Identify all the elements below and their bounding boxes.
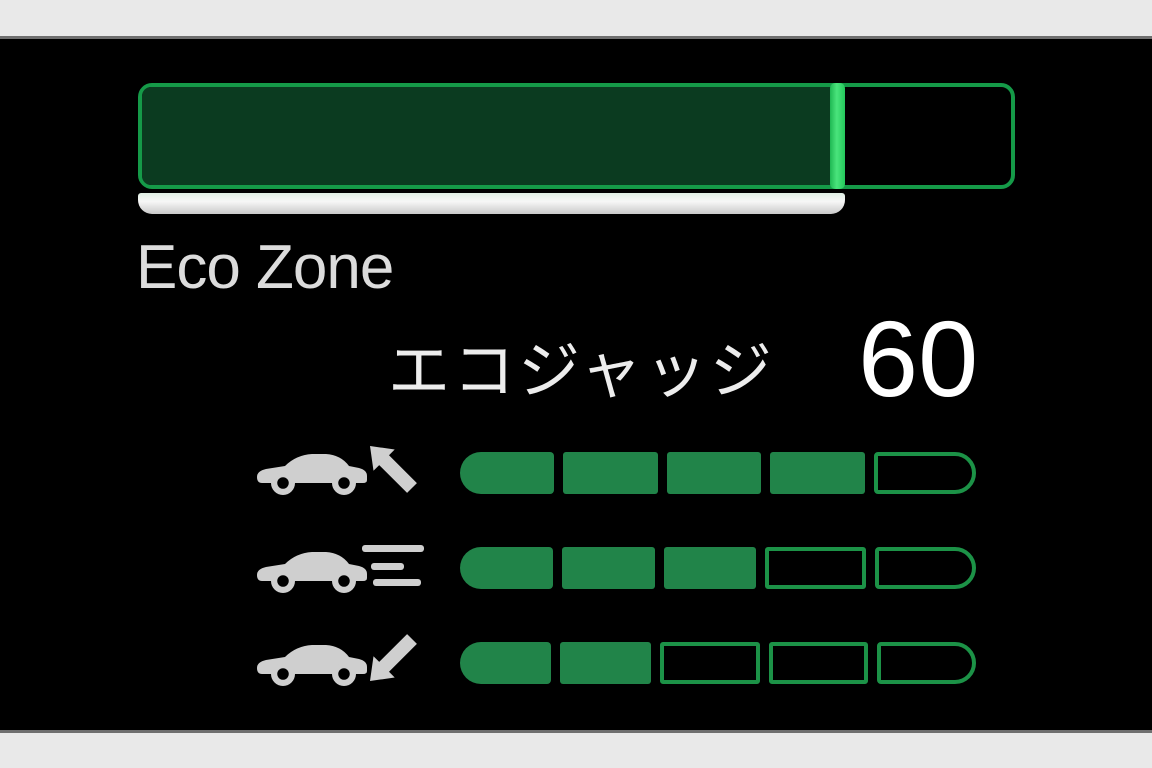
gauge-accelerating: [460, 452, 977, 494]
gauge-segment-filled: [560, 642, 652, 684]
gauge-segment-filled: [561, 547, 655, 589]
gauge-segment-filled: [563, 452, 658, 494]
gauge-segment-filled: [460, 452, 555, 494]
gauge-segment-filled: [770, 452, 865, 494]
gauge-segment-empty: [873, 452, 977, 494]
eco-judge-label: エコジャッジ: [388, 337, 775, 406]
gauge-cruising: [460, 547, 976, 589]
gauge-segment-filled: [460, 547, 553, 589]
car-speed-lines-icon: [257, 545, 424, 593]
gauge-segment-filled: [663, 547, 757, 589]
eco-judge-score: 60: [858, 298, 979, 419]
gauge-segment-empty: [765, 547, 867, 589]
eco-zone-bar: [138, 83, 1015, 189]
gauge-segment-empty: [876, 642, 977, 684]
eco-zone-label: Eco Zone: [136, 233, 394, 302]
gauge-segment-filled: [460, 642, 552, 684]
letterbox-bottom: [0, 730, 1152, 768]
gauge-segment-empty: [875, 547, 976, 589]
eco-zone-fill-edge: [830, 83, 846, 189]
gauge-segment-filled: [666, 452, 762, 494]
gauge-decelerating: [460, 642, 977, 684]
eco-zone-underline: [138, 193, 845, 214]
gauge-segment-empty: [660, 642, 760, 684]
letterbox-top: [0, 0, 1152, 39]
gauge-segment-empty: [768, 642, 868, 684]
car-arrow-up-left-icon: [257, 446, 417, 495]
eco-zone-fill: [142, 83, 846, 189]
car-arrow-down-left-icon: [257, 634, 417, 686]
